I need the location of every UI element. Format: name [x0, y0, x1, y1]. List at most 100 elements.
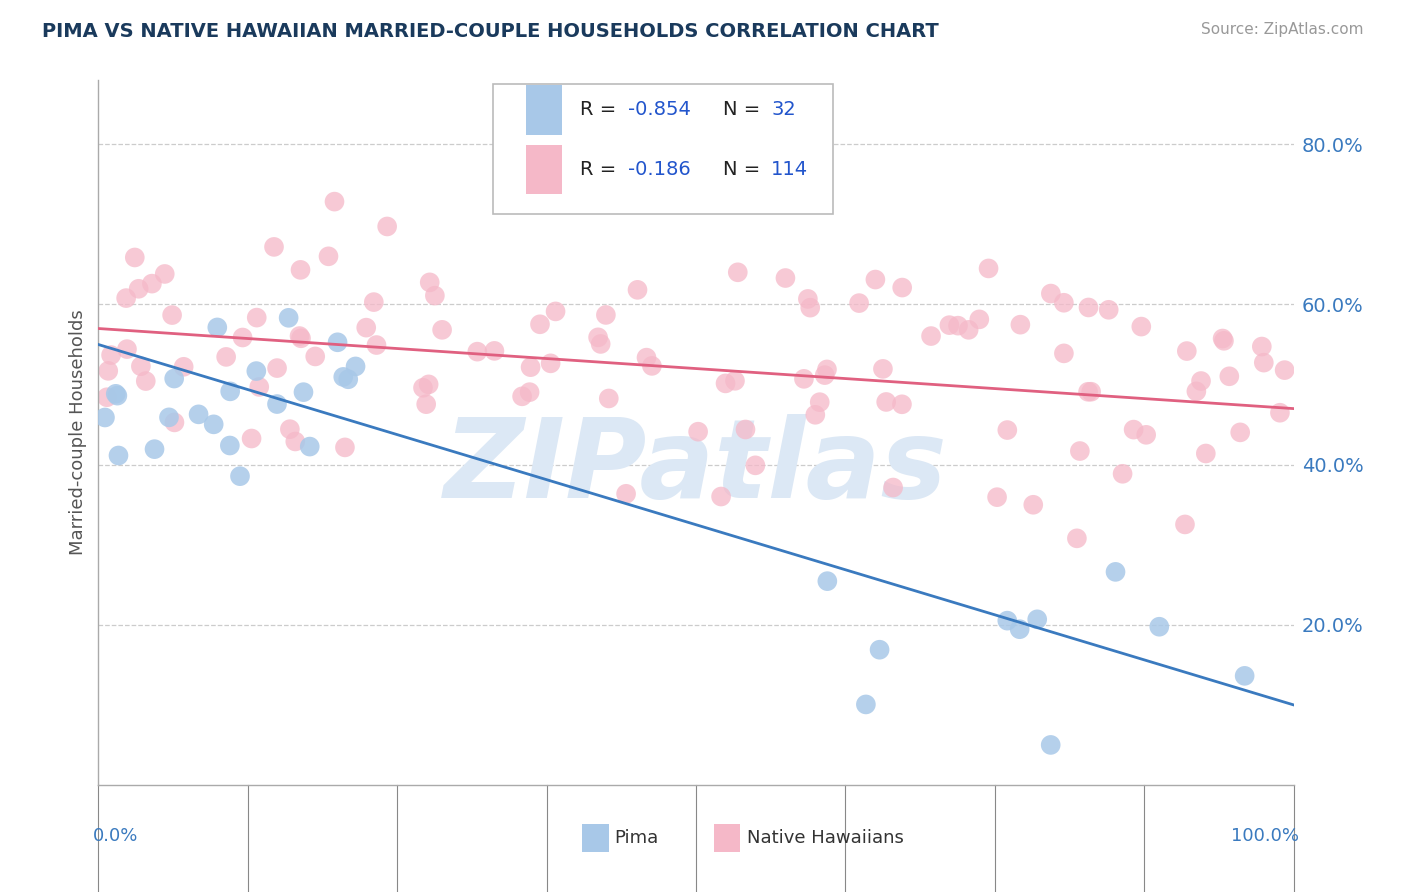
- Point: [1175, 344, 1198, 359]
- Text: 100.0%: 100.0%: [1232, 827, 1299, 846]
- Point: [710, 490, 733, 504]
- Text: Source: ZipAtlas.com: Source: ZipAtlas.com: [1201, 22, 1364, 37]
- Point: [1174, 517, 1197, 532]
- Point: [1039, 738, 1062, 752]
- Point: [1111, 467, 1133, 481]
- Point: [595, 308, 617, 322]
- Point: [775, 271, 797, 285]
- Point: [418, 377, 440, 392]
- Point: [333, 441, 356, 455]
- Point: [288, 329, 311, 343]
- Point: [245, 364, 267, 378]
- Point: [995, 423, 1018, 437]
- Point: [1010, 318, 1032, 332]
- FancyBboxPatch shape: [526, 86, 562, 135]
- Point: [96, 390, 118, 404]
- Point: [529, 318, 551, 332]
- Point: [793, 372, 815, 386]
- Point: [143, 442, 166, 457]
- Point: [163, 371, 186, 385]
- Point: [332, 370, 354, 384]
- Point: [510, 389, 533, 403]
- Point: [94, 410, 117, 425]
- Point: [1066, 532, 1088, 546]
- Point: [744, 458, 766, 473]
- Text: N =: N =: [724, 161, 766, 179]
- Point: [232, 330, 254, 344]
- Point: [163, 416, 186, 430]
- Point: [97, 364, 120, 378]
- Point: [872, 362, 894, 376]
- Point: [290, 331, 312, 345]
- Point: [995, 614, 1018, 628]
- Point: [797, 292, 820, 306]
- Point: [1253, 356, 1275, 370]
- Point: [115, 291, 138, 305]
- Point: [1135, 427, 1157, 442]
- Point: [1053, 346, 1076, 360]
- Point: [1069, 444, 1091, 458]
- Point: [412, 381, 434, 395]
- Point: [891, 397, 914, 411]
- Point: [714, 376, 737, 391]
- Point: [519, 385, 541, 400]
- Point: [636, 351, 658, 365]
- Point: [589, 337, 612, 351]
- Point: [626, 283, 648, 297]
- Point: [337, 372, 360, 386]
- Point: [128, 282, 150, 296]
- Point: [292, 385, 315, 400]
- Point: [290, 263, 312, 277]
- Point: [1130, 319, 1153, 334]
- Point: [688, 425, 710, 439]
- Point: [1268, 406, 1291, 420]
- Point: [318, 249, 340, 263]
- Point: [277, 310, 299, 325]
- Text: -0.854: -0.854: [628, 101, 690, 120]
- Point: [969, 312, 991, 326]
- Text: Native Hawaiians: Native Hawaiians: [748, 829, 904, 847]
- Point: [284, 434, 307, 449]
- Point: [423, 288, 446, 302]
- Text: 0.0%: 0.0%: [93, 827, 138, 846]
- Point: [207, 320, 229, 334]
- Point: [1098, 302, 1121, 317]
- Point: [598, 392, 620, 406]
- Point: [1233, 669, 1256, 683]
- Point: [219, 384, 242, 399]
- Point: [1080, 384, 1102, 399]
- FancyBboxPatch shape: [494, 84, 834, 214]
- Text: Pima: Pima: [614, 829, 659, 847]
- Point: [266, 361, 288, 376]
- Text: PIMA VS NATIVE HAWAIIAN MARRIED-COUPLE HOUSEHOLDS CORRELATION CHART: PIMA VS NATIVE HAWAIIAN MARRIED-COUPLE H…: [42, 22, 939, 41]
- Point: [519, 360, 541, 375]
- Point: [105, 389, 128, 403]
- Point: [187, 408, 209, 422]
- Point: [107, 449, 129, 463]
- Point: [946, 318, 969, 333]
- Text: 32: 32: [772, 101, 796, 120]
- Point: [1026, 612, 1049, 626]
- Point: [544, 304, 567, 318]
- Point: [218, 438, 240, 452]
- Point: [1122, 423, 1144, 437]
- Point: [229, 469, 252, 483]
- Point: [124, 251, 146, 265]
- Text: N =: N =: [724, 101, 766, 120]
- Point: [1229, 425, 1251, 440]
- Point: [419, 276, 441, 290]
- Point: [891, 280, 914, 294]
- Point: [354, 320, 377, 334]
- Point: [586, 330, 609, 344]
- Point: [104, 386, 127, 401]
- Point: [1008, 622, 1031, 636]
- Point: [100, 348, 122, 362]
- Point: [1218, 369, 1240, 384]
- Point: [415, 397, 437, 411]
- Point: [815, 574, 838, 589]
- Point: [977, 261, 1000, 276]
- Point: [804, 408, 827, 422]
- Text: ZIPatlas: ZIPatlas: [444, 415, 948, 521]
- Point: [344, 359, 367, 374]
- Point: [641, 359, 664, 373]
